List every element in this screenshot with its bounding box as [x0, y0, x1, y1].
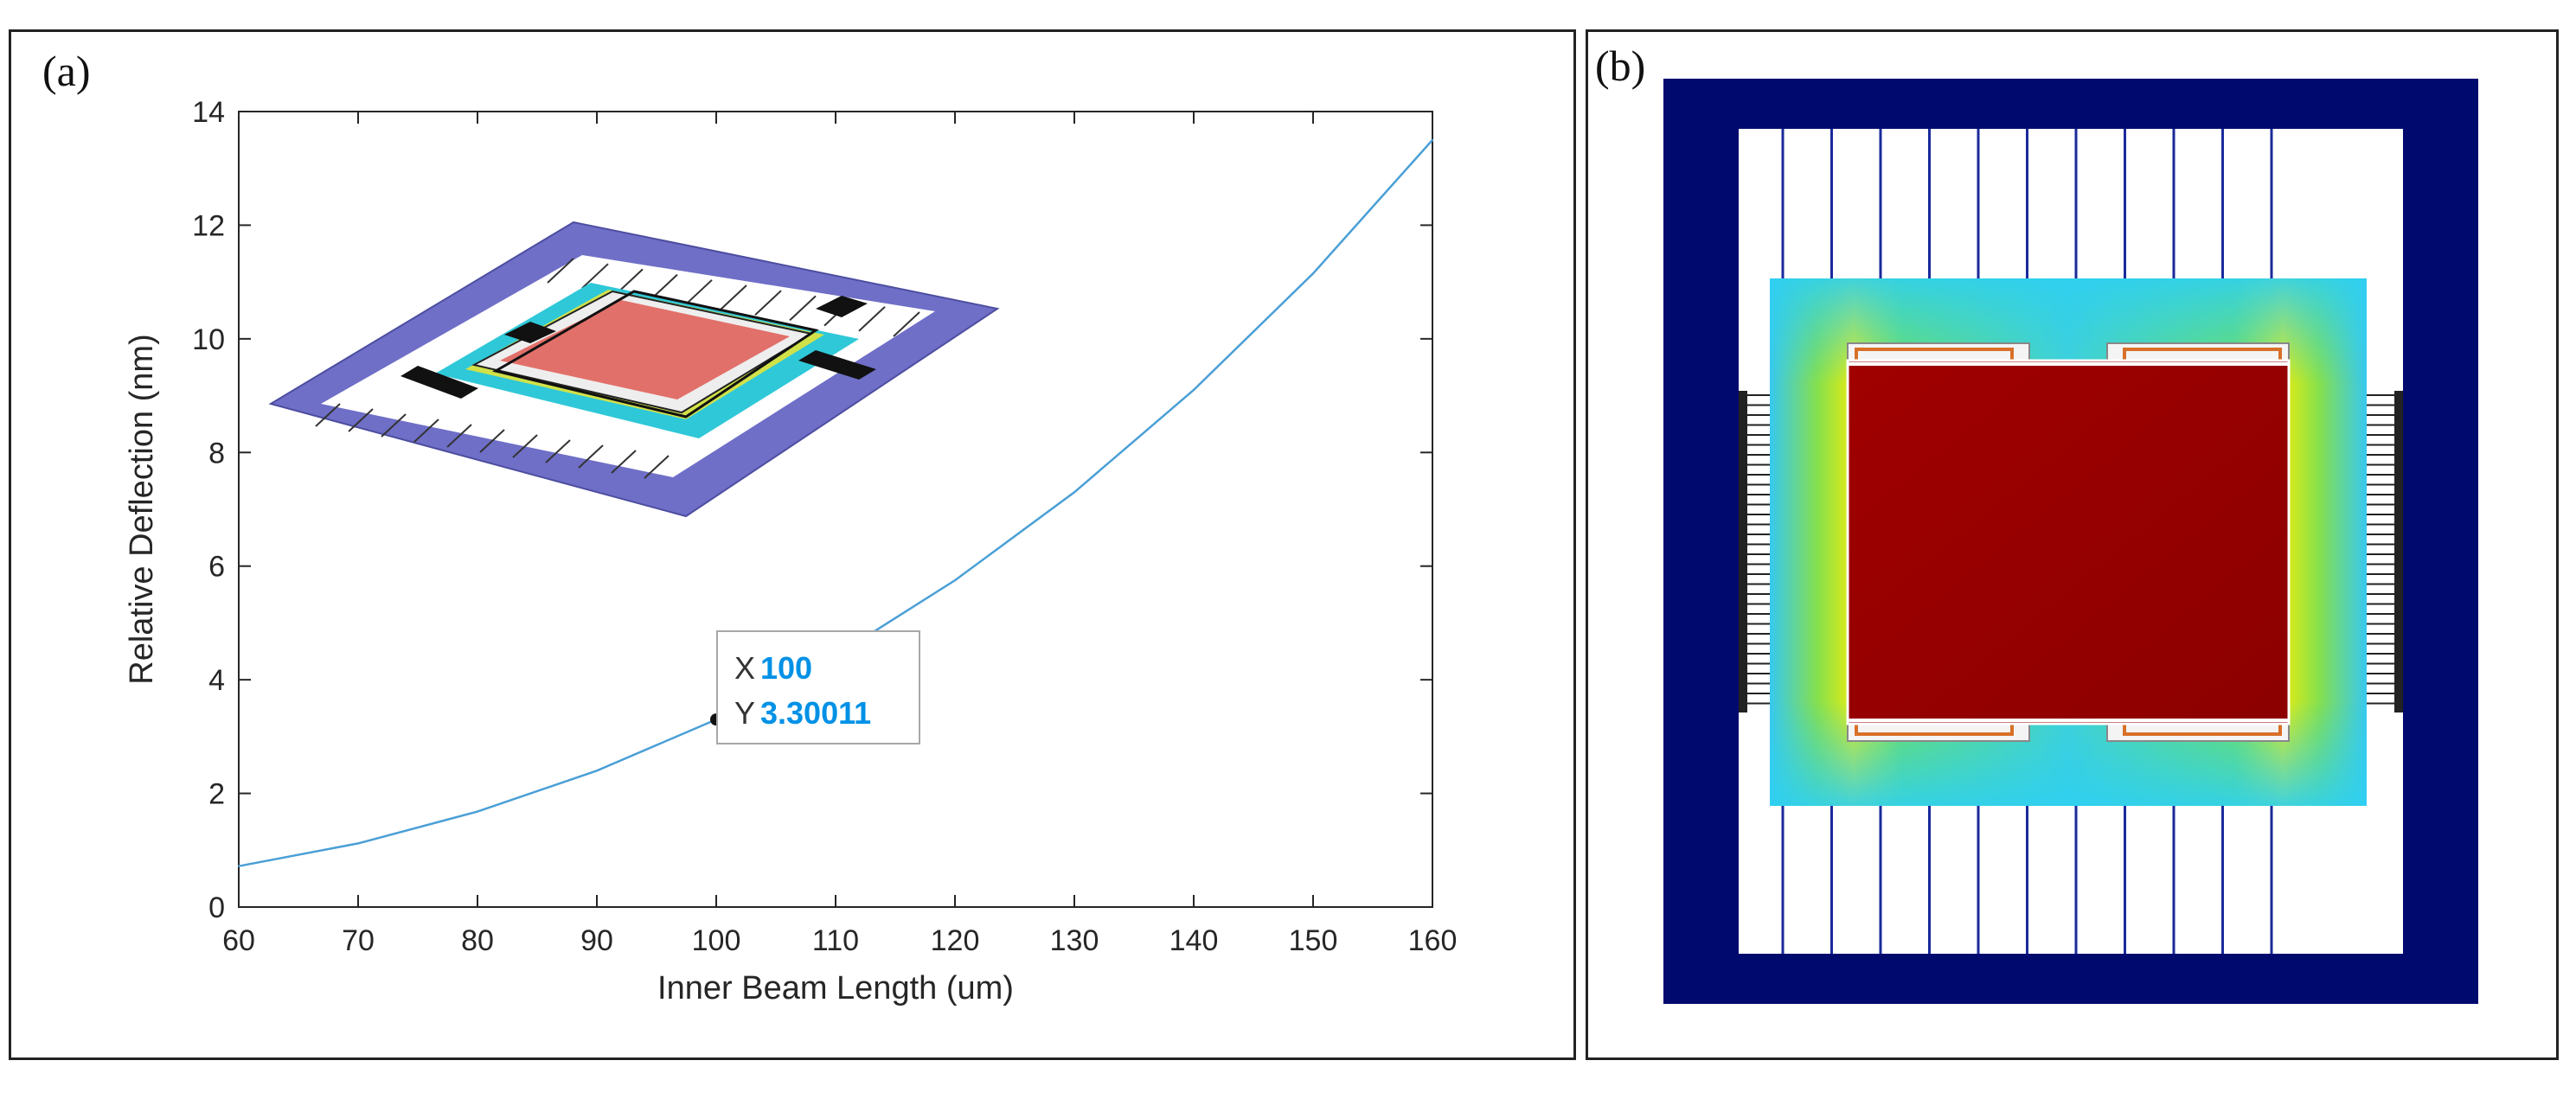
datatip-y-label: Y — [734, 695, 755, 731]
data-point — [1432, 138, 1433, 141]
axes-layer: Inner Beam Length (um) Relative Deflectio… — [124, 111, 1433, 1006]
y-tick-label: 2 — [208, 778, 225, 811]
x-tick-label: 120 — [931, 924, 980, 957]
x-tick-label: 100 — [692, 924, 741, 957]
y-tick-label: 4 — [208, 664, 225, 697]
comb-fingers-right — [2365, 391, 2403, 712]
panel-a-label: (a) — [42, 47, 91, 95]
y-tick-label: 12 — [192, 209, 225, 242]
y-tick-label: 14 — [192, 96, 225, 129]
suspension-beams — [1781, 129, 2273, 954]
comb-fingers-left — [1739, 391, 1772, 712]
data-point — [1312, 272, 1314, 275]
data-point — [1193, 389, 1195, 391]
y-axis-label: Relative Deflection (nm) — [124, 334, 160, 684]
x-tick-label: 60 — [222, 924, 255, 957]
data-point — [238, 865, 240, 867]
x-tick-label: 90 — [580, 924, 613, 957]
data-tip: X 100 Y 3.30011 — [716, 630, 920, 744]
ticks-layer: 60 70 80 90 100 110 120 130 140 150 160 0 2 4 6 8 10 12 14 — [192, 96, 1457, 957]
y-tick-label: 6 — [208, 551, 225, 584]
datatip-y-value: 3.30011 — [760, 695, 871, 731]
x-tick-label: 140 — [1169, 924, 1219, 957]
data-point — [357, 842, 359, 845]
panel-b-label: (b) — [1595, 42, 1646, 90]
series-line — [238, 139, 1433, 867]
y-tick-label: 8 — [208, 437, 225, 470]
data-point — [954, 579, 956, 582]
x-tick-label: 110 — [812, 924, 859, 957]
x-tick-label: 70 — [342, 924, 375, 957]
fem-top-view — [1663, 79, 2478, 1004]
series-layer — [238, 138, 1433, 867]
y-tick-label: 10 — [192, 323, 225, 356]
datatip-x-label: X — [734, 650, 755, 686]
x-tick-label: 130 — [1050, 924, 1099, 957]
proof-mass — [1846, 359, 2291, 725]
data-point — [1073, 491, 1075, 494]
mems-3d-inset — [268, 220, 1000, 518]
data-point — [596, 770, 598, 772]
data-point — [477, 810, 478, 813]
datatip-x-value: 100 — [760, 650, 812, 686]
plot-area-box — [238, 111, 1433, 908]
deflection-chart: Inner Beam Length (um) Relative Deflectio… — [124, 96, 1457, 1006]
y-tick-label: 0 — [208, 891, 225, 924]
x-tick-label: 80 — [461, 924, 494, 957]
x-axis-label: Inner Beam Length (um) — [657, 970, 1014, 1006]
panel-a: (a) Inner Beam Length (um) Relative Defle… — [9, 29, 1576, 1060]
x-tick-label: 160 — [1408, 924, 1458, 957]
panel-b: (b) — [1586, 29, 2559, 1060]
x-tick-label: 150 — [1289, 924, 1338, 957]
